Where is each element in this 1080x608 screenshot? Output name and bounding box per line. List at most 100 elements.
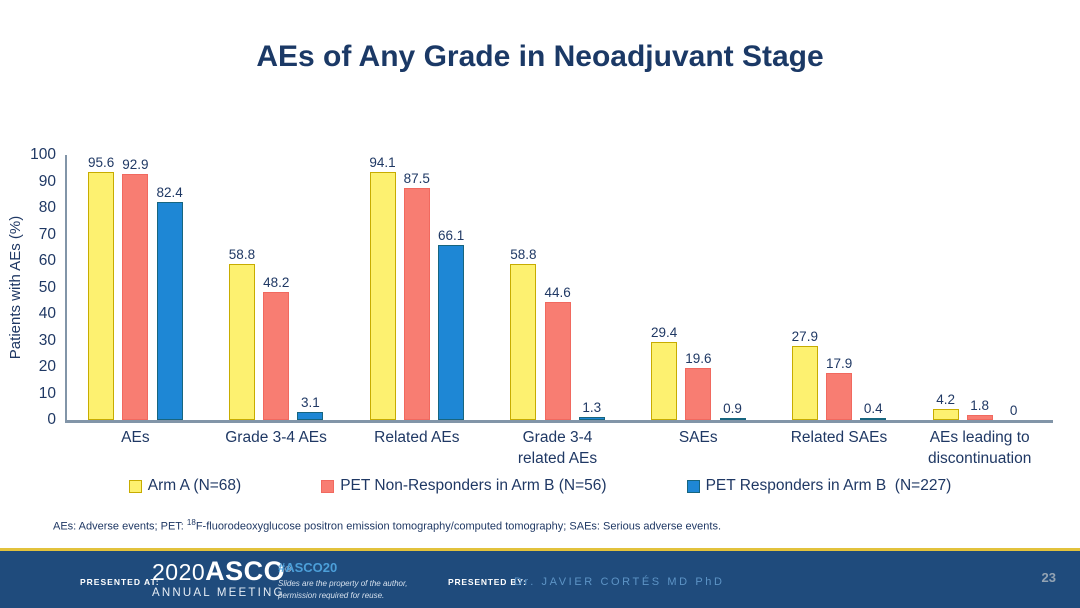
bar-group: 58.8 48.2 3.1 [206,155,347,420]
x-axis-category-label: Grade 3-4 AEs [225,429,327,446]
bar-value-label: 95.6 [87,155,115,170]
bar-value-label: 87.5 [403,171,430,187]
asco-logo-name: ASCO [205,556,286,586]
bar [156,201,183,420]
legend-item: PET Responders in Arm B (N=227) [686,477,952,495]
x-axis-category-label: AEs leading to discontinuation [927,429,1032,467]
x-axis-category-label: SAEs [678,429,718,446]
bar [510,264,537,420]
bar [544,301,571,420]
bar-value-label: 0.4 [863,401,883,416]
bar-with-label: 66.1 [438,155,464,420]
bar-with-label: 3.1 [297,155,324,420]
bar [966,415,993,420]
y-tick-label: 20 [38,358,56,375]
footer-gold-divider [0,548,1080,551]
bar-group: 29.4 19.6 0.9 [628,155,769,420]
bar-group: 4.2 1.8 0 [909,155,1050,420]
legend-swatch-icon [321,479,335,493]
disclaimer: Slides are the property of the author, p… [278,578,407,601]
footnote-part1: AEs: Adverse events; PET: [53,520,187,533]
bar-value-label: 27.9 [791,329,818,345]
bar-with-label: 4.2 [932,155,959,420]
y-tick-label: 80 [38,199,56,216]
bar-group: 27.9 17.9 0.4 [769,155,910,420]
bar-with-label: 95.6 [88,155,114,420]
bar-with-label: 92.9 [122,155,149,420]
bar [263,292,290,420]
bar-value-label: 19.6 [685,351,712,367]
legend-label: PET Non-Responders in Arm B (N=56) [340,477,607,494]
footnote: AEs: Adverse events; PET: 18F-fluorodeox… [53,518,721,533]
bar-with-label: 82.4 [157,155,183,420]
bar [791,346,818,420]
bar-group: 94.1 87.5 66.1 [346,155,487,420]
chart-legend: Arm A (N=68) PET Non-Responders in Arm B … [0,477,1080,495]
x-axis-line [65,420,1053,423]
bar [122,173,149,420]
bar-value-label: 66.1 [437,227,465,243]
bar-value-label: 92.9 [122,156,149,172]
legend-swatch-icon [686,479,700,493]
x-axis-category-label: Grade 3-4 related AEs [517,429,598,467]
legend-label: Arm A (N=68) [147,477,242,494]
presented-at-label: PRESENTED AT: [80,577,160,587]
disclaimer-line2: permission required for reuse. [278,590,385,600]
asco-logo-subtitle: ANNUAL MEETING [152,587,285,599]
bar-with-label: 29.4 [651,155,677,420]
bar [685,368,712,420]
plot-area: 95.6 92.9 82.4 58.8 48.2 3.1 94.1 87.5 66.1 58.8 4… [65,155,1050,420]
bar [651,342,678,420]
bar-value-label: 1.8 [970,398,990,414]
bar-with-label: 87.5 [404,155,430,420]
bar-with-label: 58.8 [229,155,255,420]
presenter-name: Dr. JAVIER CORTÉS MD PhD [514,576,725,588]
bar-value-label: 48.2 [263,275,290,291]
asco-logo-year: 2020 [152,559,206,585]
footnote-part2: F-fluorodeoxyglucose positron emission t… [195,520,722,533]
y-axis-line [65,155,67,422]
legend-label: PET Responders in Arm B (N=227) [705,477,952,494]
bar-value-label: 29.4 [650,325,678,341]
y-tick-label: 90 [38,172,56,190]
bar-with-label: 0.9 [719,155,746,420]
x-axis-category-label: Related AEs [374,429,460,446]
y-axis-ticks: 100 90 80 70 60 50 40 30 20 10 0 [0,146,56,428]
x-axis-category-labels: AEs Grade 3-4 AEs Related AEs Grade 3-4 rel… [65,428,1050,470]
bar-with-label: 27.9 [792,155,818,420]
bar [438,244,465,420]
y-tick-label: 100 [30,146,56,163]
asco-logo: 2020 ASCO ® ANNUAL MEETING [152,558,291,600]
slide-title: AEs of Any Grade in Neoadjuvant Stage [256,40,824,73]
y-tick-label: 0 [47,411,56,428]
bar [88,172,115,420]
bar-value-label: 44.6 [544,284,571,300]
bar [826,372,853,420]
y-tick-label: 30 [38,331,56,349]
bar [860,418,887,420]
bar-value-label: 0.9 [723,400,742,416]
bar-value-label: 0 [1009,403,1018,418]
bar-with-label: 48.2 [263,155,289,420]
legend-item: Arm A (N=68) [128,477,242,495]
bar-value-label: 94.1 [369,155,396,170]
bar-with-label: 58.8 [510,155,537,420]
y-tick-label: 50 [38,278,56,296]
bar-with-label: 44.6 [545,155,571,420]
hashtag-block: #ASCO20 Slides are the property of the a… [278,560,407,601]
bar-with-label: 94.1 [369,155,396,420]
bar-with-label: 1.8 [966,155,993,420]
bar-with-label: 1.3 [578,155,605,420]
bar-with-label: 0 [1001,155,1027,420]
legend-item: PET Non-Responders in Arm B (N=56) [321,477,607,495]
y-tick-label: 40 [38,305,56,322]
footer-band: PRESENTED AT: 2020 ASCO ® ANNUAL MEETING #… [0,551,1080,608]
disclaimer-line1: Slides are the property of the author, [278,579,408,588]
x-axis-category-label: Related SAEs [790,429,888,446]
bar-value-label: 4.2 [936,391,956,407]
bar-group: 95.6 92.9 82.4 [65,155,206,420]
bar-value-label: 58.8 [228,247,256,263]
bar [403,188,430,420]
bar-value-label: 17.9 [825,355,853,371]
